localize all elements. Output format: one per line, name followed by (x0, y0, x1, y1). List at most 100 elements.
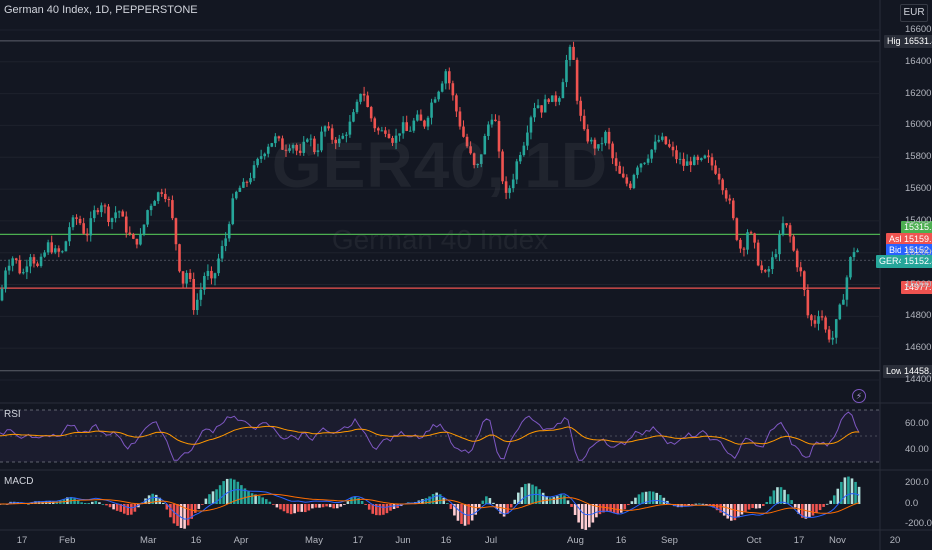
macd-histogram-bar (470, 504, 474, 521)
candle-body (224, 238, 227, 247)
macd-histogram-bar (563, 495, 566, 504)
candle-body (803, 271, 806, 290)
candle-body (252, 165, 256, 179)
candle-body (93, 210, 96, 219)
candle-body (238, 187, 242, 192)
candle-body (291, 145, 295, 149)
candle-body (703, 155, 707, 159)
candle-body (89, 218, 93, 236)
candle-body (795, 250, 799, 268)
macd-histogram-bar (360, 501, 364, 504)
macd-histogram-bar (66, 497, 69, 504)
candle-body (245, 181, 249, 183)
macd-histogram-bar (701, 503, 705, 505)
candle-body (430, 102, 433, 118)
candle-body (621, 173, 625, 178)
macd-histogram-bar (126, 504, 130, 516)
candle-body (298, 150, 302, 153)
candle-body (121, 211, 124, 217)
macd-tick-label: 200.0 (905, 477, 929, 488)
macd-histogram-bar (602, 504, 605, 513)
candle-body (68, 227, 71, 242)
candle-body (380, 130, 384, 132)
macd-histogram-bar (556, 496, 559, 504)
candle-body (206, 270, 210, 276)
candle-body (387, 133, 391, 139)
candle-body (547, 99, 550, 102)
candle-body (75, 217, 78, 219)
candle-body (572, 46, 575, 60)
time-tick-label: Aug (567, 535, 584, 546)
candle-body (739, 239, 742, 249)
price-tick-label: 15200.0 (905, 246, 932, 258)
macd-histogram-bar (449, 504, 453, 509)
macd-histogram-bar (651, 491, 655, 504)
low-tag-value: 14458.2 (901, 365, 932, 378)
candle-body (96, 210, 100, 213)
currency-selector[interactable]: EUR (900, 4, 928, 22)
symbol-tag-value: 15152.4 (901, 255, 932, 268)
candle-body (717, 173, 721, 180)
candle-body (554, 95, 558, 102)
macd-histogram-bar (389, 504, 392, 511)
candle-body (217, 258, 220, 274)
macd-histogram-bar (513, 499, 517, 504)
macd-histogram-bar (446, 503, 449, 504)
candle-body (11, 258, 14, 266)
time-tick-label: 16 (615, 535, 627, 546)
candle-body (696, 156, 700, 161)
candle-body (82, 223, 85, 234)
macd-histogram-bar (790, 500, 793, 504)
macd-histogram-bar (456, 504, 460, 521)
macd-histogram-bar (151, 493, 154, 504)
candle-body (330, 128, 334, 140)
candle-body (536, 105, 540, 109)
candle-body (284, 149, 288, 151)
candle-body (362, 93, 366, 96)
price-tick-label: 16400.0 (905, 55, 932, 67)
macd-histogram-bar (105, 504, 108, 506)
macd-histogram-bar (804, 504, 808, 519)
macd-histogram-bar (169, 504, 172, 518)
candle-body (348, 121, 352, 135)
candle-body (423, 120, 426, 127)
candle-body (792, 236, 795, 251)
macd-histogram-bar (485, 496, 488, 504)
macd-histogram-bar (268, 501, 272, 504)
time-tick-label: 17 (16, 535, 28, 546)
candle-body (682, 158, 685, 166)
macd-histogram-bar (201, 504, 204, 505)
macd-histogram-bar (307, 504, 311, 511)
candle-body (384, 130, 387, 134)
macd-histogram-bar (431, 494, 435, 504)
candle-body (203, 275, 206, 290)
candle-body (458, 111, 462, 127)
macd-histogram-bar (112, 504, 115, 510)
price-tick-label: 14800.0 (905, 310, 932, 322)
macd-histogram-bar (442, 497, 446, 504)
macd-histogram-bar (325, 504, 328, 507)
macd-histogram-bar (154, 494, 158, 504)
macd-histogram-bar (630, 501, 634, 504)
macd-histogram-bar (772, 490, 776, 504)
macd-histogram-bar (243, 488, 247, 504)
candle-body (18, 260, 22, 274)
macd-histogram-bar (705, 504, 708, 505)
macd-histogram-bar (559, 494, 563, 504)
macd-histogram-bar (435, 492, 438, 504)
lightning-icon[interactable]: ⚡ (852, 389, 866, 403)
macd-histogram-bar (744, 504, 747, 512)
candle-body (806, 289, 810, 316)
candle-body (550, 95, 554, 102)
macd-histogram-bar (854, 481, 857, 504)
candle-body (813, 320, 817, 324)
candle-body (295, 145, 298, 151)
candle-body (164, 193, 167, 199)
macd-histogram-bar (247, 491, 250, 504)
candle-body (629, 183, 632, 189)
macd-histogram-bar (694, 503, 698, 505)
candle-body (352, 112, 355, 122)
candle-body (472, 153, 476, 166)
macd-histogram-bar (421, 499, 424, 504)
macd-histogram-bar (534, 486, 538, 504)
